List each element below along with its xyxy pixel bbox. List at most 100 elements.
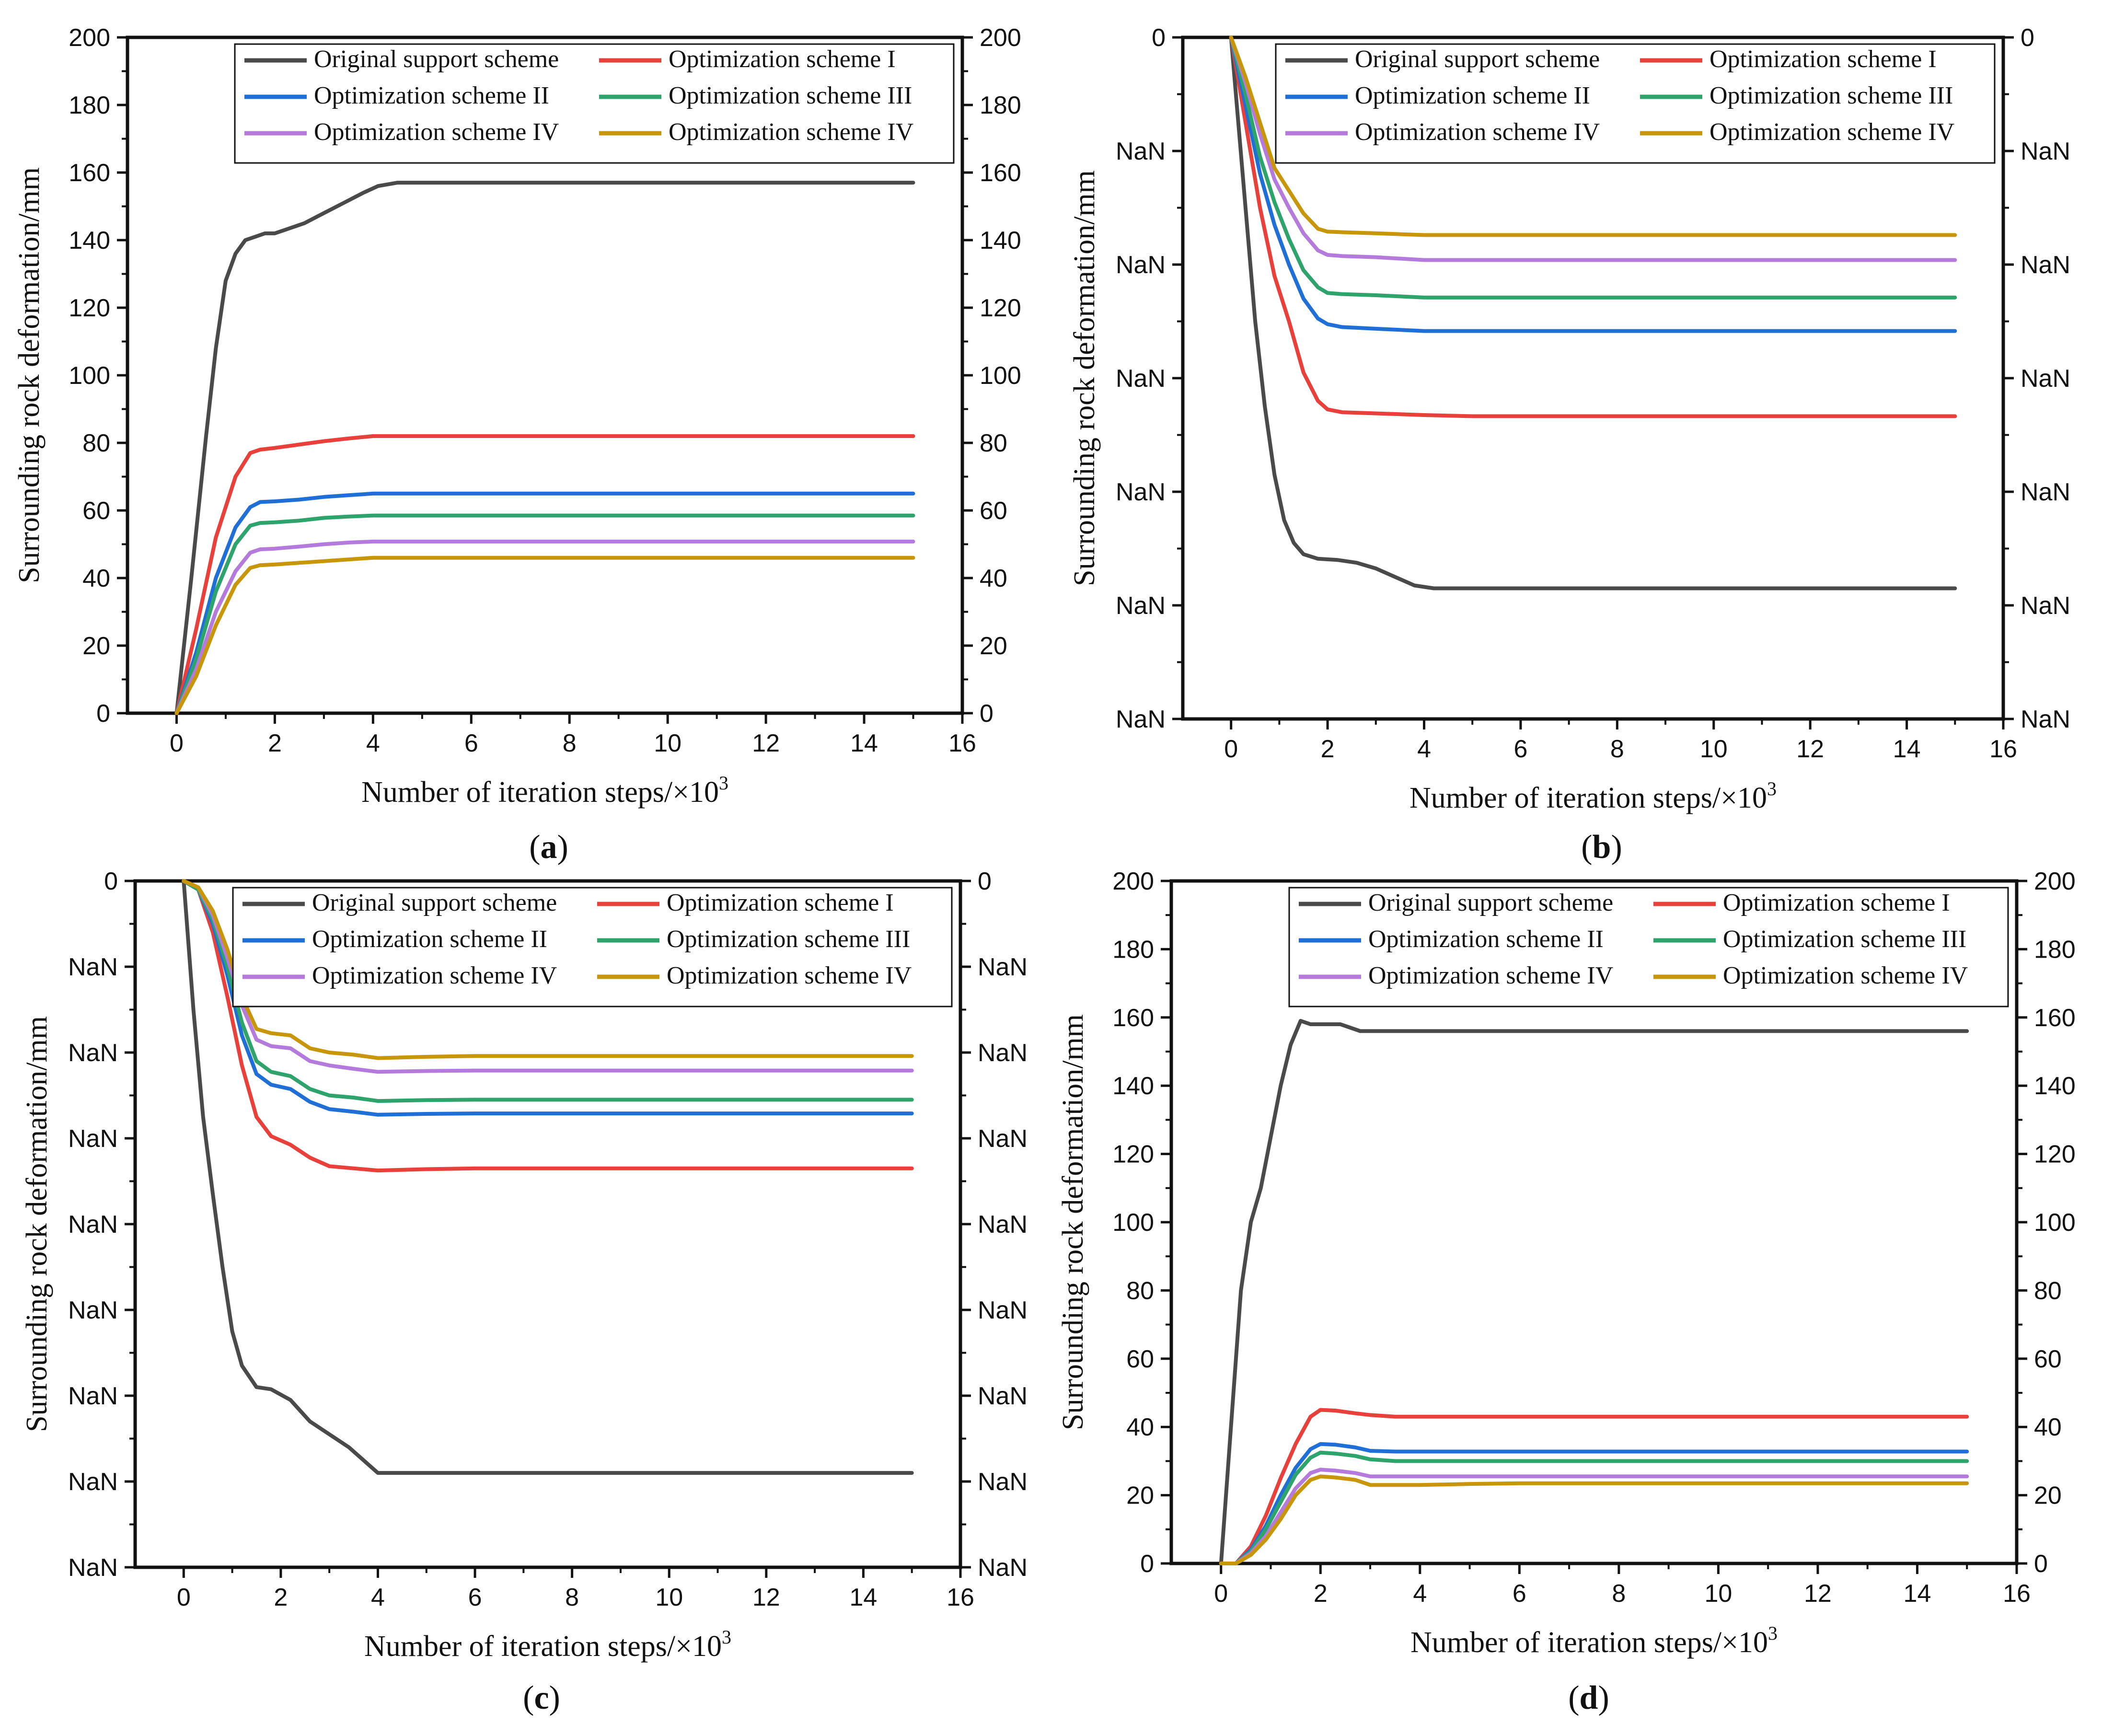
y-tick-label-right: 180 [2034,936,2076,963]
series-line-5 [1219,1468,1969,1565]
chart-panel-c: 0 2 4 6 8 10 12 14 16 0 0 NaN NaN NaN NaN NaN NaN NaN NaN N… [21,868,1028,1716]
legend-label-6: Optimization scheme IV [667,962,912,989]
y-tick-label-left: NaN [1116,706,1166,733]
x-axis-title: Number of iteration steps/×103 [1410,1622,1778,1659]
y-tick-label-right: 20 [980,632,1007,660]
y-tick-label-left: 100 [1112,1209,1154,1237]
legend-label-5: Optimization scheme IV [312,962,557,989]
x-axis-title-superscript: 3 [722,1626,731,1648]
y-tick-label-left: 140 [1112,1072,1154,1100]
series-line-2 [182,879,914,1173]
legend-label-1: Original support scheme [1368,889,1613,916]
x-axis-title-superscript: 3 [1767,778,1777,799]
series-line-6 [182,879,914,1060]
legend-label-2: Optimization scheme I [667,889,894,916]
x-tick-label: 6 [464,729,478,757]
y-tick-label-left: 0 [96,700,110,728]
legend-label-5: Optimization scheme IV [1355,118,1600,146]
x-tick-label: 14 [1893,735,1921,763]
x-tick-label: 6 [468,1584,482,1611]
series-line-1 [182,879,914,1475]
y-tick-label-left: 140 [69,227,110,255]
x-tick-label: 8 [1610,735,1624,763]
y-tick-label-left: 200 [69,24,110,52]
y-tick-label-left: 120 [69,294,110,322]
x-tick-label: 0 [1214,1580,1228,1608]
y-tick-label-left: NaN [1116,592,1166,620]
y-tick-label-left: 60 [1126,1345,1154,1373]
y-tick-label-right: NaN [978,1554,1028,1582]
series-line-5 [174,539,915,715]
y-tick-label-right: NaN [2021,365,2070,393]
x-tick-label: 2 [268,729,282,757]
y-tick-label-right: 200 [2034,868,2076,895]
x-axis-title: Number of iteration steps/×103 [1409,778,1777,814]
x-tick-label: 4 [1413,1580,1427,1608]
series-line-3 [174,491,915,715]
y-tick-label-left: 40 [82,565,110,592]
x-tick-label: 12 [1796,735,1824,763]
y-tick-label-left: NaN [68,1296,118,1324]
legend-label-6: Optimization scheme IV [1723,962,1968,989]
legend-label-3: Optimization scheme II [1368,926,1604,953]
y-tick-label-right: NaN [2021,478,2070,506]
legend-label-4: Optimization scheme III [1723,926,1966,953]
x-tick-label: 4 [366,729,380,757]
panel-caption: (d) [1568,1679,1609,1716]
y-tick-label-left: NaN [68,1125,118,1153]
y-tick-label-right: NaN [978,1382,1028,1410]
series-line-3 [182,879,914,1117]
x-tick-label: 4 [1417,735,1431,763]
x-tick-label: 6 [1513,735,1527,763]
legend-label-4: Optimization scheme III [1709,82,1953,109]
x-tick-label: 2 [274,1584,288,1611]
y-tick-label-left: NaN [1116,478,1166,506]
series-line-4 [182,879,914,1103]
y-tick-label-right: NaN [978,1468,1028,1496]
legend-label-6: Optimization scheme IV [669,118,913,146]
y-tick-label-left: NaN [68,1382,118,1410]
y-tick-label-left: 80 [82,429,110,457]
y-tick-label-left: NaN [68,1468,118,1496]
y-tick-label-left: 160 [1112,1004,1154,1032]
y-tick-label-right: 200 [980,24,1021,52]
x-axis-title: Number of iteration steps/×103 [364,1626,731,1663]
y-tick-label-right: 0 [2034,1550,2048,1578]
y-tick-label-right: 140 [2034,1072,2076,1100]
series-line-6 [1219,1474,1969,1565]
y-tick-label-left: 80 [1126,1277,1154,1305]
y-tick-label-left: 20 [1126,1482,1154,1510]
legend-box [234,43,955,164]
y-tick-label-right: 40 [980,565,1007,592]
y-tick-label-left: NaN [68,953,118,981]
series-line-6 [174,556,915,715]
x-axis-title-superscript: 3 [719,772,728,794]
y-tick-label-left: NaN [68,1554,118,1582]
legend-label-2: Optimization scheme I [669,46,896,73]
x-tick-label: 14 [850,729,878,757]
panel-caption: (c) [523,1679,560,1716]
y-tick-label-left: 120 [1112,1141,1154,1169]
caption-letter: a [541,829,557,866]
legend-label-6: Optimization scheme IV [1709,118,1954,146]
x-axis-title: Number of iteration steps/×103 [361,772,728,809]
y-tick-label-left: NaN [1116,138,1166,165]
series-line-6 [1229,35,1957,237]
y-tick-label-left: 160 [69,159,110,187]
x-axis-title-text: Number of iteration steps/×10 [361,776,719,809]
y-tick-label-right: 180 [980,92,1021,119]
x-tick-label: 8 [563,729,577,757]
legend-label-2: Optimization scheme I [1723,889,1950,916]
caption-paren-close: ) [557,829,568,866]
caption-letter: c [534,1679,549,1716]
y-tick-label-left: NaN [68,1211,118,1238]
y-tick-label-right: 20 [2034,1482,2062,1510]
legend-label-1: Original support scheme [312,889,557,916]
y-tick-label-right: NaN [2021,706,2070,733]
y-tick-label-right: 140 [980,227,1021,255]
x-tick-label: 0 [170,729,184,757]
series-line-5 [1229,35,1957,262]
y-tick-label-right: NaN [978,953,1028,981]
